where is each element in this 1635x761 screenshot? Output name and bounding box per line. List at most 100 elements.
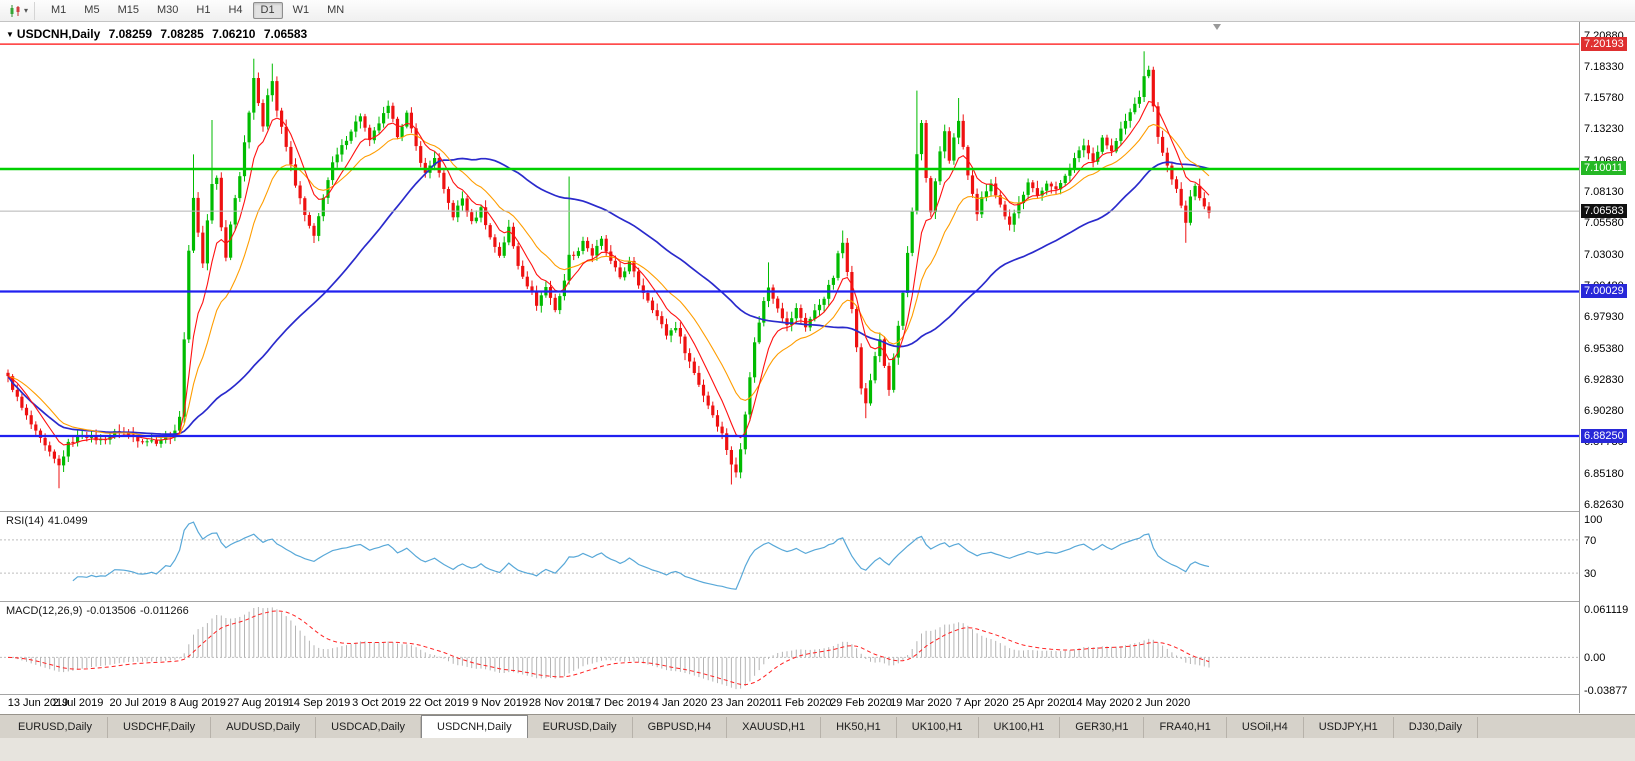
price-badge: 7.06583 <box>1581 204 1627 218</box>
macd-name: MACD(12,26,9) <box>6 605 83 617</box>
chart-tab-usdjpy-h1[interactable]: USDJPY,H1 <box>1304 717 1394 738</box>
date-label: 20 Jul 2019 <box>109 697 167 709</box>
symbol-menu-icon: ▼ <box>6 30 14 39</box>
price-tick: 7.15780 <box>1584 92 1624 104</box>
price-badge: 7.00029 <box>1581 284 1627 298</box>
rsi-value: 41.0499 <box>47 515 88 527</box>
ohlc-close: 7.06583 <box>263 27 308 41</box>
price-tick: 6.90280 <box>1584 405 1624 417</box>
macd-indicator-label: MACD(12,26,9) -0.013506 -0.011266 <box>6 605 193 617</box>
timeframe-button-m1[interactable]: M1 <box>51 4 67 16</box>
price-tick: 6.95380 <box>1584 343 1624 355</box>
timeframe-button-h4[interactable]: H4 <box>228 4 243 16</box>
macd-signal-value: -0.011266 <box>139 605 189 617</box>
chart-tab-fra40-h1[interactable]: FRA40,H1 <box>1144 717 1227 738</box>
date-label: 2 Jun 2020 <box>1135 697 1191 709</box>
price-badge: 6.88250 <box>1581 429 1627 443</box>
ohlc-low: 7.06210 <box>212 27 256 41</box>
timeframe-button-m30[interactable]: M30 <box>156 4 179 16</box>
candlestick-glyph <box>10 4 20 17</box>
chart-tab-xauusd-h1[interactable]: XAUUSD,H1 <box>727 717 822 738</box>
chart-tab-usoil-h4[interactable]: USOil,H4 <box>1227 717 1304 738</box>
time-axis[interactable]: 13 Jun 2019 2 Jul 2019 20 Jul 2019 8 Aug 20… <box>0 695 1579 713</box>
rsi-axis-label: 70 <box>1584 535 1597 547</box>
date-label: 3 Oct 2019 <box>352 697 406 709</box>
date-label: 2 Jul 2019 <box>52 697 104 709</box>
ohlc-open: 7.08259 <box>108 27 153 41</box>
chart-tab-dj30-daily[interactable]: DJ30,Daily <box>1394 717 1478 738</box>
timeframe-button-d1[interactable]: D1 <box>252 2 283 19</box>
date-label: 19 Mar 2020 <box>890 697 952 709</box>
ohlc-high: 7.08285 <box>160 27 204 41</box>
chart-tab-uk100-h1[interactable]: UK100,H1 <box>979 717 1061 738</box>
macd-axis-label: 0.061119 <box>1584 604 1629 616</box>
chart-tab-hk50-h1[interactable]: HK50,H1 <box>821 717 897 738</box>
macd-histogram <box>12 607 1210 690</box>
date-label: 8 Aug 2019 <box>170 697 226 709</box>
panel-separator[interactable] <box>0 601 1635 602</box>
chart-symbol-label: USDCNH,Daily <box>16 27 101 41</box>
date-label: 11 Feb 2020 <box>770 697 832 709</box>
chart-tab-usdcnh-daily[interactable]: USDCNH,Daily <box>421 715 528 738</box>
chart-title: ▼ USDCNH,Daily 7.08259 7.08285 7.06210 7.… <box>6 27 312 41</box>
panel-separator[interactable] <box>0 694 1635 695</box>
date-label: 4 Jan 2020 <box>652 697 708 709</box>
candlesticks <box>6 51 1211 489</box>
price-axis[interactable]: 7.208807.183307.157807.132307.106807.081… <box>1579 22 1635 713</box>
chart-shift-marker <box>1213 24 1221 30</box>
price-tick: 6.92830 <box>1584 374 1624 386</box>
rsi-indicator-label: RSI(14) 41.0499 <box>6 515 92 527</box>
price-tick: 6.82630 <box>1584 499 1624 511</box>
macd-axis-label: -0.03877 <box>1584 685 1628 697</box>
price-tick: 7.13230 <box>1584 123 1624 135</box>
date-label: 25 Apr 2020 <box>1012 697 1072 709</box>
rsi-line <box>72 521 1210 590</box>
date-label: 13 Jun 2019 <box>7 697 69 709</box>
timeframe-button-w1[interactable]: W1 <box>292 4 310 16</box>
date-label: 14 May 2020 <box>1070 697 1134 709</box>
timeframe-bar: M1 M5 M15 M30 H1 H4 D1 W1 MN <box>43 2 352 19</box>
price-tick: 7.18330 <box>1584 61 1624 73</box>
price-tick: 6.97930 <box>1584 311 1624 323</box>
rsi-axis-label: 30 <box>1584 568 1597 580</box>
chart-tab-eurusd-daily[interactable]: EURUSD,Daily <box>528 717 633 738</box>
timeframe-button-h1[interactable]: H1 <box>196 4 211 16</box>
chart-tab-uk100-h1[interactable]: UK100,H1 <box>897 717 979 738</box>
chart-tab-usdchf-daily[interactable]: USDCHF,Daily <box>108 717 212 738</box>
panel-separator[interactable] <box>0 511 1635 512</box>
price-badge: 7.20193 <box>1581 37 1627 51</box>
price-badge: 7.10011 <box>1581 161 1626 175</box>
date-label: 22 Oct 2019 <box>409 697 469 709</box>
timeframe-button-m15[interactable]: M15 <box>117 4 139 16</box>
price-tick: 7.03030 <box>1584 249 1624 261</box>
macd-signal-line <box>7 610 1210 686</box>
date-label: 17 Dec 2019 <box>588 697 652 709</box>
date-label: 27 Aug 2019 <box>227 697 289 709</box>
price-tick: 6.85180 <box>1584 468 1624 480</box>
price-tick: 7.08130 <box>1584 186 1624 198</box>
chart-tab-ger30-h1[interactable]: GER30,H1 <box>1060 717 1145 738</box>
date-label: 9 Nov 2019 <box>471 697 529 709</box>
ma-fast <box>7 100 1210 446</box>
date-label: 7 Apr 2020 <box>955 697 1009 709</box>
macd-main-value: -0.013506 <box>86 605 136 617</box>
date-label: 14 Sep 2019 <box>287 697 351 709</box>
chart-tab-usdcad-daily[interactable]: USDCAD,Daily <box>316 717 422 738</box>
date-label: 28 Nov 2019 <box>528 697 592 709</box>
timeframe-button-m5[interactable]: M5 <box>84 4 100 16</box>
macd-axis-label: 0.00 <box>1584 652 1606 664</box>
date-label: 29 Feb 2020 <box>830 697 892 709</box>
rsi-name: RSI(14) <box>6 515 44 527</box>
main-chart-panel[interactable] <box>0 22 1579 511</box>
chart-tab-gbpusd-h4[interactable]: GBPUSD,H4 <box>633 717 728 738</box>
chart-tab-eurusd-daily[interactable]: EURUSD,Daily <box>3 717 108 738</box>
chart-tabs-bar: EURUSD,Daily USDCHF,Daily AUDUSD,Daily USDC… <box>0 714 1635 738</box>
timeframe-toolbar: ▾ M1 M5 M15 M30 H1 H4 D1 W1 MN <box>0 0 1635 22</box>
rsi-panel[interactable] <box>0 512 1579 601</box>
chart-tab-audusd-daily[interactable]: AUDUSD,Daily <box>211 717 317 738</box>
macd-panel[interactable] <box>0 602 1579 694</box>
price-tick: 7.05580 <box>1584 217 1624 229</box>
chart-type-icon[interactable]: ▾ <box>6 1 36 20</box>
timeframe-button-mn[interactable]: MN <box>327 4 345 16</box>
